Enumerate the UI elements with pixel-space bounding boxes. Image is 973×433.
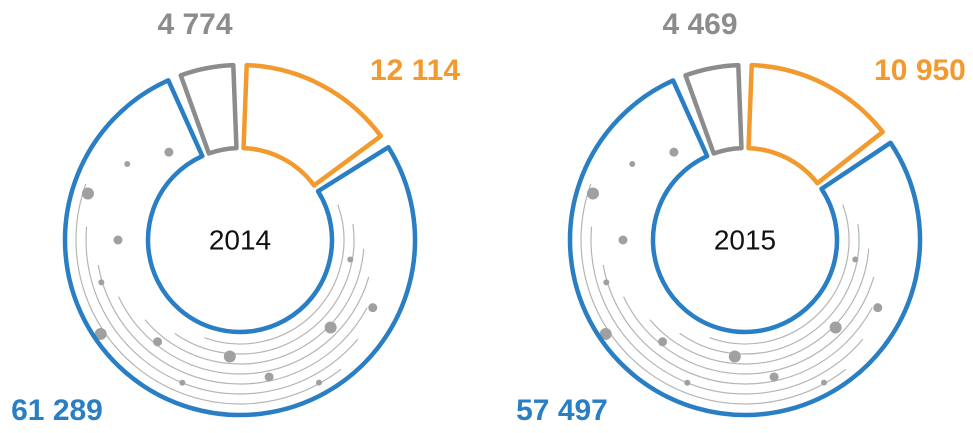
trace <box>679 224 860 355</box>
donut-segment <box>746 62 885 186</box>
value-label: 4 774 <box>157 8 232 41</box>
node <box>124 160 131 167</box>
trace <box>174 224 355 355</box>
trace <box>580 183 847 405</box>
donut-segment <box>683 62 744 156</box>
node <box>179 379 186 386</box>
trace <box>602 264 873 385</box>
node <box>728 350 741 363</box>
donut-segment <box>241 62 384 188</box>
value-label: 12 114 <box>370 54 460 87</box>
node <box>113 235 123 245</box>
trace <box>623 276 875 375</box>
trace <box>97 264 368 385</box>
donut-segment <box>567 78 923 418</box>
node <box>769 372 779 382</box>
node <box>618 235 628 245</box>
node <box>603 279 610 286</box>
donut-segment <box>62 78 418 418</box>
trace <box>649 248 870 365</box>
node <box>98 279 105 286</box>
node <box>852 256 859 263</box>
center-label: 2015 <box>714 224 776 255</box>
trace <box>118 276 370 375</box>
node <box>316 379 323 386</box>
decoration <box>75 147 378 405</box>
trace <box>144 248 365 365</box>
node <box>821 379 828 386</box>
value-label: 57 497 <box>516 394 608 427</box>
node <box>94 327 107 340</box>
node <box>669 147 679 157</box>
donut-segment <box>178 62 239 156</box>
node <box>223 350 236 363</box>
node <box>599 327 612 340</box>
node <box>81 187 94 200</box>
value-label: 10 950 <box>874 54 966 87</box>
value-label: 61 289 <box>11 394 103 427</box>
node <box>264 372 274 382</box>
node <box>586 187 599 200</box>
trace <box>204 204 345 345</box>
node <box>684 379 691 386</box>
node <box>829 321 842 334</box>
node <box>153 337 163 347</box>
trace <box>75 183 342 405</box>
value-label: 4 469 <box>662 8 737 41</box>
node <box>629 160 636 167</box>
node <box>368 303 378 313</box>
node <box>164 147 174 157</box>
trace <box>709 204 850 345</box>
node <box>873 303 883 313</box>
decoration <box>580 147 883 405</box>
center-label: 2014 <box>209 224 271 255</box>
node <box>658 337 668 347</box>
node <box>324 321 337 334</box>
node <box>347 256 354 263</box>
